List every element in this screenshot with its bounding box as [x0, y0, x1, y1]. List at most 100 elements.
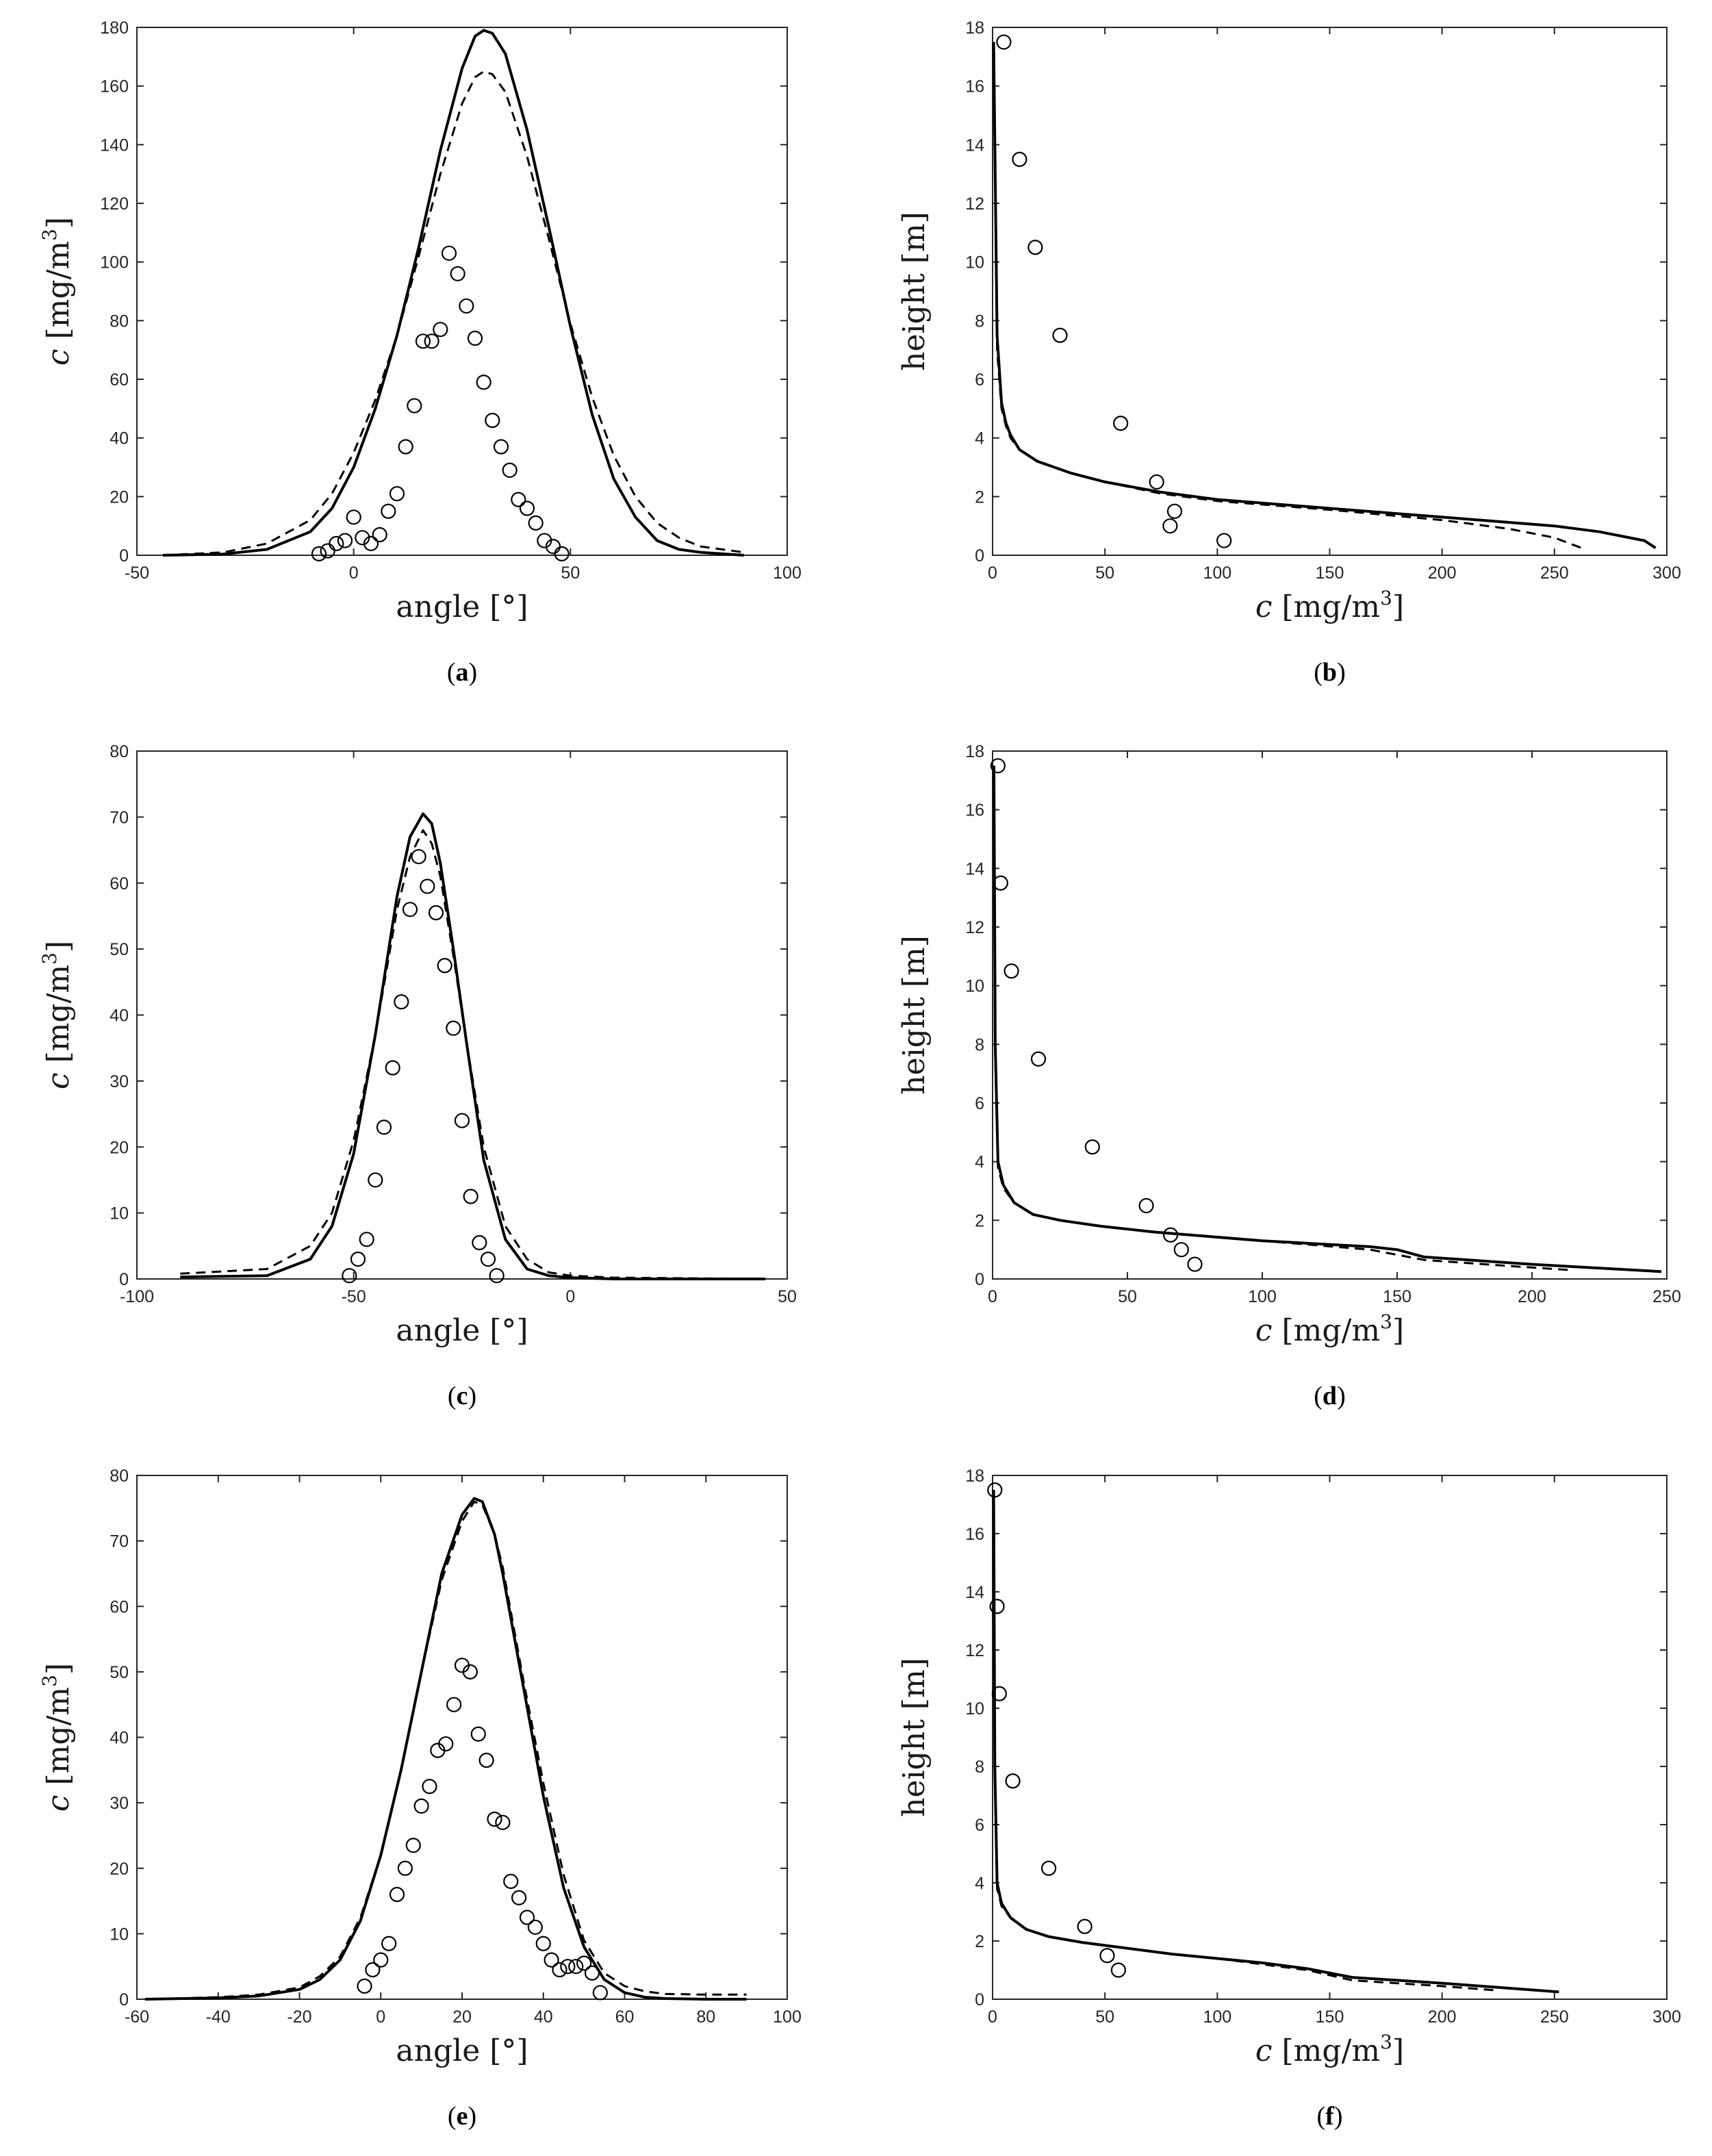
y-tick-label: 60 — [110, 370, 129, 390]
data-point — [996, 34, 1012, 50]
y-tick-label: 30 — [110, 1794, 129, 1813]
data-point — [1077, 1918, 1093, 1934]
y-tick-label: 12 — [965, 918, 984, 937]
y-tick-label: 12 — [965, 194, 984, 214]
data-point — [472, 1234, 487, 1251]
chart-b: 0 50 100 150 200 250 300 0 2 4 6 8 10 12 14 16 18 c [mg/m… — [897, 18, 1681, 687]
data-point — [991, 1686, 1007, 1701]
y-tick-label: 20 — [110, 487, 129, 507]
y-axis-label: c [mg/m3] — [38, 1663, 76, 1812]
y-tick-label: 40 — [110, 429, 129, 448]
data-point — [441, 245, 457, 261]
y-tick-label: 6 — [975, 370, 984, 390]
data-point — [394, 994, 409, 1010]
data-point — [402, 902, 418, 917]
y-tick-label: 140 — [100, 136, 129, 155]
y-tick-label: 18 — [965, 18, 984, 38]
data-point — [365, 1962, 381, 1978]
y-tick-label: 6 — [975, 1816, 984, 1835]
solid-line — [162, 29, 744, 557]
x-tick-label: 40 — [534, 2007, 553, 2027]
y-axis-label: c [mg/m3] — [38, 217, 76, 366]
data-point — [1173, 1242, 1189, 1258]
x-tick-label: 100 — [1203, 2007, 1231, 2027]
x-tick-label: -20 — [287, 2007, 311, 2027]
y-tick-label: 0 — [975, 546, 984, 566]
x-tick-label: 150 — [1316, 563, 1344, 583]
data-point — [527, 1919, 543, 1935]
dashed-line — [162, 70, 744, 557]
x-tick-label: 50 — [561, 563, 580, 583]
x-tick-label: 100 — [773, 2007, 802, 2027]
y-tick-label: 180 — [100, 18, 129, 38]
plot-frame — [992, 750, 1668, 1280]
solid-line — [180, 812, 766, 1280]
chart-f: 0 50 100 150 200 250 300 0 2 4 6 8 10 12 14 16 18 c [mg/m… — [897, 1467, 1681, 2131]
dashed-line — [993, 765, 1573, 1271]
y-tick-label: 70 — [110, 1532, 129, 1551]
data-point — [372, 527, 387, 543]
y-tick-label: 0 — [975, 1990, 984, 2009]
y-tick-label: 50 — [110, 940, 129, 959]
data-point — [990, 758, 1006, 774]
data-point — [428, 905, 444, 921]
data-point — [511, 1890, 527, 1905]
data-point — [554, 546, 570, 561]
solid-line — [992, 1490, 1559, 1994]
data-point — [528, 515, 544, 531]
data-point — [470, 1726, 486, 1742]
dashed-line — [144, 1500, 747, 2001]
y-tick-label: 40 — [110, 1729, 129, 1748]
data-point — [398, 439, 413, 455]
data-point — [503, 1873, 519, 1889]
data-point — [476, 375, 491, 390]
data-point — [1027, 240, 1043, 255]
data-point — [337, 533, 353, 548]
y-tick-label: 4 — [975, 1874, 984, 1893]
y-tick-label: 10 — [965, 977, 984, 996]
y-tick-label: 6 — [975, 1094, 984, 1113]
x-tick-label: 0 — [376, 2007, 385, 2027]
y-tick-label: 16 — [965, 1525, 984, 1544]
x-tick-label: 0 — [565, 1287, 575, 1306]
chart-d: 0 50 100 150 200 250 0 2 4 6 8 10 12 14 16 18 c [mg/m3] h… — [897, 742, 1681, 1410]
x-tick-label: -60 — [125, 2007, 149, 2027]
data-point — [422, 1779, 437, 1794]
x-tick-label: 0 — [988, 2007, 997, 2027]
data-point — [519, 1910, 535, 1925]
x-tick-label: 50 — [1118, 1287, 1137, 1306]
y-axis-label: c [mg/m3] — [38, 941, 76, 1089]
y-tick-label: 14 — [965, 859, 984, 878]
data-point — [397, 1860, 413, 1876]
data-point — [987, 1482, 1003, 1498]
data-point — [1084, 1139, 1100, 1155]
y-tick-label: 10 — [965, 1699, 984, 1719]
y-axis-label: height [m] — [897, 1658, 932, 1817]
y-tick-label: 18 — [965, 1467, 984, 1486]
panel-caption: (b) — [1314, 658, 1345, 687]
data-point — [1012, 151, 1027, 167]
x-tick-label: 50 — [1095, 2007, 1114, 2027]
data-point — [415, 333, 431, 349]
y-tick-label: 16 — [965, 77, 984, 97]
y-tick-label: 50 — [110, 1663, 129, 1682]
x-axis-label: c [mg/m3] — [1255, 587, 1404, 624]
solid-line — [992, 42, 1657, 549]
x-axis-label: angle [°] — [396, 2033, 528, 2068]
y-tick-label: 8 — [975, 1035, 984, 1054]
x-tick-label: 200 — [1428, 563, 1457, 583]
y-axis-label: height [m] — [897, 212, 932, 371]
x-tick-label: 0 — [349, 563, 359, 583]
y-tick-label: 2 — [975, 1932, 984, 1951]
panel-caption: (c) — [448, 1382, 476, 1410]
data-point — [592, 1985, 608, 2001]
y-tick-label: 0 — [975, 1270, 984, 1289]
y-tick-label: 80 — [110, 312, 129, 331]
x-tick-label: -50 — [125, 563, 149, 583]
y-tick-label: 10 — [965, 253, 984, 272]
data-point — [424, 333, 439, 349]
data-point — [411, 849, 426, 865]
data-point — [502, 462, 518, 478]
data-point — [1099, 1948, 1115, 1964]
dashed-line — [180, 829, 766, 1280]
